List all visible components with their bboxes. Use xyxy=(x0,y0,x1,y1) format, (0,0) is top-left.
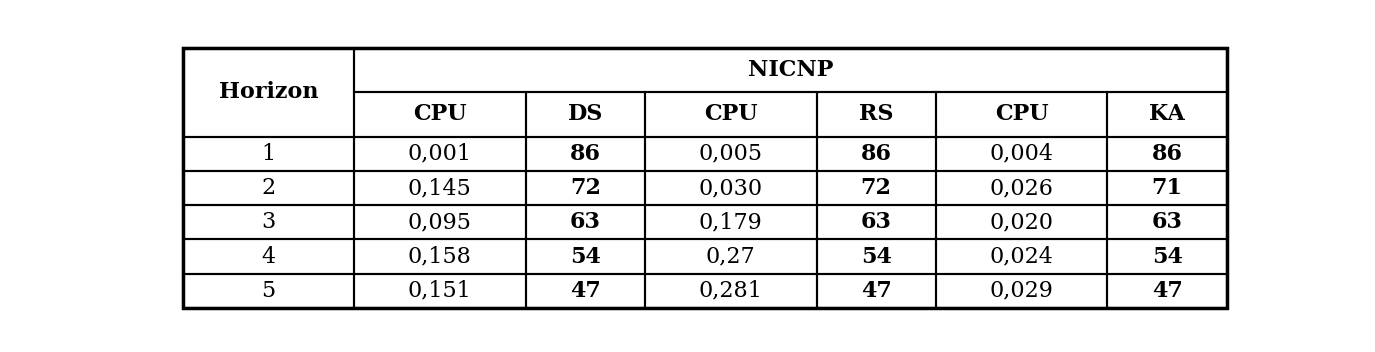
Bar xyxy=(936,171,1107,205)
Text: 47: 47 xyxy=(1152,280,1182,302)
Text: 86: 86 xyxy=(569,143,601,165)
Bar xyxy=(355,137,525,171)
Bar xyxy=(936,239,1107,274)
Text: 0,030: 0,030 xyxy=(698,177,763,199)
Bar xyxy=(183,48,355,137)
Text: CPU: CPU xyxy=(996,103,1049,125)
Text: 0,179: 0,179 xyxy=(698,211,763,233)
Bar xyxy=(817,92,936,137)
Bar xyxy=(525,92,645,137)
Text: 63: 63 xyxy=(861,211,891,233)
Text: 0,145: 0,145 xyxy=(408,177,472,199)
Text: 2: 2 xyxy=(261,177,275,199)
Text: 0,158: 0,158 xyxy=(408,245,472,268)
Bar xyxy=(817,205,936,239)
Bar xyxy=(817,137,936,171)
Bar xyxy=(355,274,525,308)
Text: CPU: CPU xyxy=(704,103,758,125)
Text: 0,004: 0,004 xyxy=(990,143,1053,165)
Bar xyxy=(355,205,525,239)
Text: 5: 5 xyxy=(261,280,275,302)
Text: 4: 4 xyxy=(261,245,275,268)
Bar xyxy=(817,171,936,205)
Bar xyxy=(183,239,355,274)
Bar xyxy=(645,205,817,239)
Text: 0,281: 0,281 xyxy=(698,280,763,302)
Text: 54: 54 xyxy=(1152,245,1182,268)
Text: RS: RS xyxy=(859,103,894,125)
Text: 47: 47 xyxy=(861,280,891,302)
Text: 0,005: 0,005 xyxy=(698,143,763,165)
Bar xyxy=(1107,274,1226,308)
Text: 0,026: 0,026 xyxy=(990,177,1053,199)
Text: 86: 86 xyxy=(861,143,892,165)
Bar xyxy=(355,239,525,274)
Bar xyxy=(525,274,645,308)
Text: 0,024: 0,024 xyxy=(990,245,1053,268)
Bar xyxy=(183,274,355,308)
Bar xyxy=(645,137,817,171)
Bar xyxy=(817,274,936,308)
Bar xyxy=(183,137,355,171)
Bar xyxy=(936,92,1107,137)
Bar xyxy=(936,274,1107,308)
Text: 0,029: 0,029 xyxy=(990,280,1053,302)
Bar xyxy=(645,239,817,274)
Text: NICNP: NICNP xyxy=(748,59,833,81)
Text: 54: 54 xyxy=(861,245,891,268)
Text: 0,095: 0,095 xyxy=(408,211,472,233)
Bar xyxy=(936,137,1107,171)
Text: 0,020: 0,020 xyxy=(990,211,1053,233)
Bar xyxy=(645,171,817,205)
Text: 72: 72 xyxy=(861,177,892,199)
Text: 0,27: 0,27 xyxy=(705,245,756,268)
Bar xyxy=(645,92,817,137)
Text: DS: DS xyxy=(568,103,604,125)
Text: 86: 86 xyxy=(1152,143,1182,165)
Text: 47: 47 xyxy=(569,280,601,302)
Text: Horizon: Horizon xyxy=(219,81,318,103)
Bar xyxy=(183,205,355,239)
Bar xyxy=(525,239,645,274)
Bar xyxy=(525,171,645,205)
Bar xyxy=(645,274,817,308)
Bar xyxy=(817,239,936,274)
Text: CPU: CPU xyxy=(412,103,466,125)
Bar xyxy=(1107,92,1226,137)
Text: 63: 63 xyxy=(1152,211,1182,233)
Text: 1: 1 xyxy=(261,143,275,165)
Text: 54: 54 xyxy=(569,245,601,268)
Bar xyxy=(355,171,525,205)
Bar xyxy=(355,92,525,137)
Bar xyxy=(355,48,1226,92)
Text: 63: 63 xyxy=(569,211,601,233)
Text: KA: KA xyxy=(1150,103,1185,125)
Bar xyxy=(1107,171,1226,205)
Bar xyxy=(525,137,645,171)
Text: 3: 3 xyxy=(261,211,275,233)
Bar xyxy=(525,205,645,239)
Text: 71: 71 xyxy=(1152,177,1182,199)
Bar xyxy=(1107,205,1226,239)
Text: 0,001: 0,001 xyxy=(408,143,472,165)
Bar xyxy=(1107,137,1226,171)
Text: 72: 72 xyxy=(569,177,601,199)
Text: 0,151: 0,151 xyxy=(408,280,472,302)
Bar xyxy=(1107,239,1226,274)
Bar xyxy=(936,205,1107,239)
Bar xyxy=(183,171,355,205)
